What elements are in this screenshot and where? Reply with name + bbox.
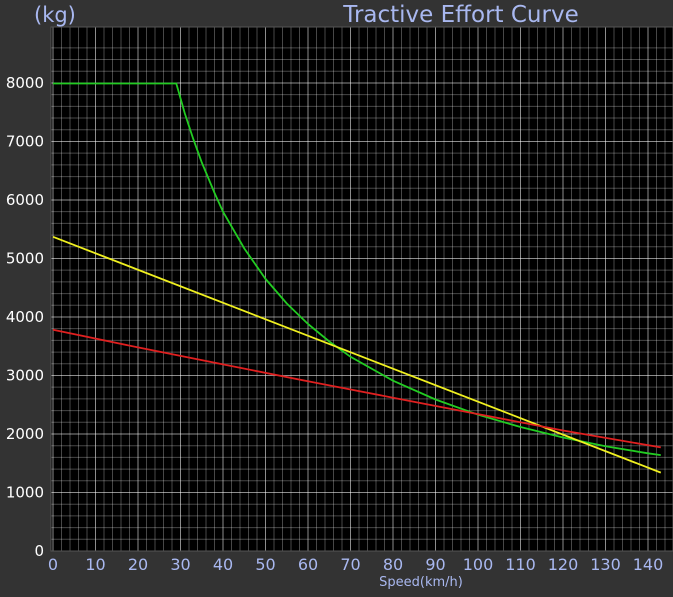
plot-border	[50, 26, 673, 552]
x-axis-label: Speed(km/h)	[379, 575, 463, 590]
y-tick-label: 1000	[6, 483, 44, 501]
x-tick-label: 0	[48, 555, 58, 574]
x-tick-label: 100	[463, 555, 494, 574]
plot-area	[51, 27, 673, 551]
x-tick-label: 40	[213, 555, 233, 574]
y-unit-label: (kg)	[34, 3, 76, 27]
y-tick-label: 2000	[6, 425, 44, 443]
y-tick-label: 6000	[6, 191, 44, 209]
y-tick-label: 4000	[6, 308, 44, 326]
series-lines	[52, 82, 662, 474]
series-line-3	[52, 328, 661, 449]
x-tick-label: 30	[170, 555, 190, 574]
x-tick-label: 60	[298, 555, 318, 574]
y-tick-labels: 0 1000 2000 3000 4000 5000 6000 7000 8000	[6, 74, 44, 560]
y-tick-label: 7000	[6, 132, 44, 150]
y-tick-label: 0	[34, 542, 44, 560]
y-tick-label: 8000	[6, 74, 44, 92]
series-line-2	[52, 235, 662, 474]
x-tick-label: 10	[85, 555, 105, 574]
x-tick-label: 70	[340, 555, 360, 574]
chart-title: Tractive Effort Curve	[342, 2, 578, 28]
x-tick-label: 80	[383, 555, 403, 574]
x-tick-labels: 0 10 20 30 40 50 60 70 80 90 100 110 120 130 140	[48, 555, 663, 574]
x-tick-label: 50	[255, 555, 275, 574]
x-tick-label: 120	[548, 555, 579, 574]
x-tick-label: 130	[590, 555, 621, 574]
x-tick-label: 90	[425, 555, 445, 574]
x-tick-label: 110	[505, 555, 536, 574]
y-tick-label: 5000	[6, 249, 44, 267]
y-tick-label: 3000	[6, 366, 44, 384]
x-tick-label: 20	[128, 555, 148, 574]
series-line-1	[53, 82, 661, 456]
x-tick-label: 140	[633, 555, 664, 574]
